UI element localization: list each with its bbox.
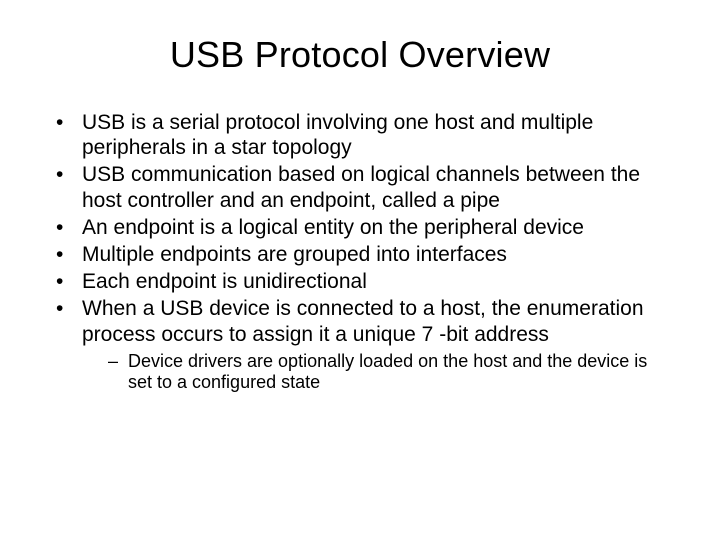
list-item: When a USB device is connected to a host… [54,296,672,394]
sub-bullet-text: Device drivers are optionally loaded on … [128,351,647,393]
bullet-text: USB is a serial protocol involving one h… [82,111,593,159]
bullet-text: When a USB device is connected to a host… [82,297,644,345]
list-item: Multiple endpoints are grouped into inte… [54,242,672,267]
bullet-list: USB is a serial protocol involving one h… [48,110,672,394]
bullet-text: USB communication based on logical chann… [82,163,640,211]
slide: USB Protocol Overview USB is a serial pr… [0,0,720,540]
list-item: USB is a serial protocol involving one h… [54,110,672,160]
bullet-text: Each endpoint is unidirectional [82,270,367,293]
bullet-text: Multiple endpoints are grouped into inte… [82,243,507,266]
bullet-text: An endpoint is a logical entity on the p… [82,216,584,239]
list-item: USB communication based on logical chann… [54,162,672,212]
sub-list-item: Device drivers are optionally loaded on … [108,351,672,394]
slide-title: USB Protocol Overview [48,34,672,76]
sub-bullet-list: Device drivers are optionally loaded on … [82,351,672,394]
list-item: An endpoint is a logical entity on the p… [54,215,672,240]
list-item: Each endpoint is unidirectional [54,269,672,294]
